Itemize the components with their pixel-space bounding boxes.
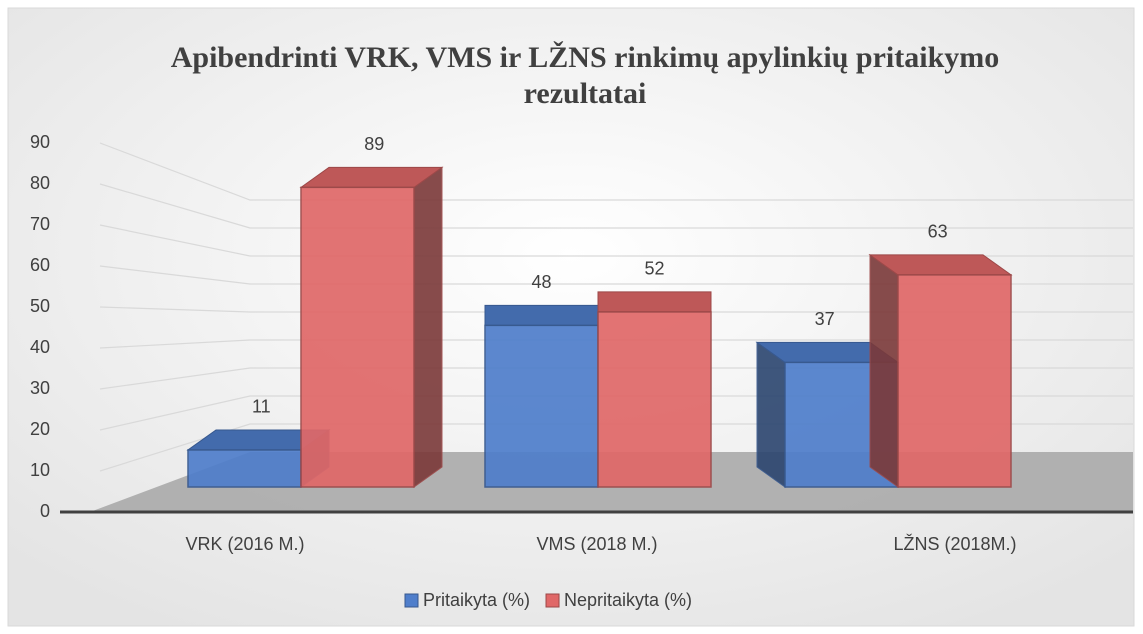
chart-title: Apibendrinti VRK, VMS ir LŽNS rinkimų ap… [171,41,1000,74]
data-label: 52 [644,259,664,279]
bar-front [300,186,415,488]
grid-line [99,183,1133,229]
data-label: 89 [364,134,384,154]
legend-label: Pritaikyta (%) [423,590,530,610]
bar [299,166,444,488]
data-label: 48 [531,272,551,292]
x-tick-label: LŽNS (2018M.) [893,534,1016,554]
grid-line [99,339,1133,349]
data-label: 11 [252,397,271,417]
bar [868,253,1013,488]
data-label: 63 [928,222,948,242]
y-tick-label: 20 [30,419,50,439]
chart-title: rezultatai [524,77,647,110]
bar-top [597,291,712,313]
data-label: 37 [815,309,835,329]
bar [597,291,712,488]
y-tick-label: 0 [40,501,50,521]
bar-side [869,253,899,488]
bar [484,304,599,488]
grid-line [99,142,1133,201]
legend-label: Nepritaikyta (%) [564,590,692,610]
y-tick-label: 50 [30,296,50,316]
legend-swatch [545,593,560,608]
grid-line [99,224,1133,257]
grid-line [99,306,1133,313]
bar-top [484,304,599,326]
bar-side [413,166,443,488]
bar-front [187,449,302,488]
y-tick-label: 60 [30,255,50,275]
bar-front [484,324,599,488]
y-tick-label: 90 [30,132,50,152]
y-tick-label: 30 [30,378,50,398]
x-tick-label: VMS (2018 M.) [536,534,657,554]
bar-front [597,311,712,488]
y-tick-label: 70 [30,214,50,234]
x-tick-label: VRK (2016 M.) [185,534,304,554]
y-tick-label: 80 [30,173,50,193]
legend-swatch [404,593,419,608]
bar-front [897,274,1012,488]
y-tick-label: 40 [30,337,50,357]
bar-side [756,341,786,488]
grid-line [99,265,1133,285]
y-tick-label: 10 [30,460,50,480]
